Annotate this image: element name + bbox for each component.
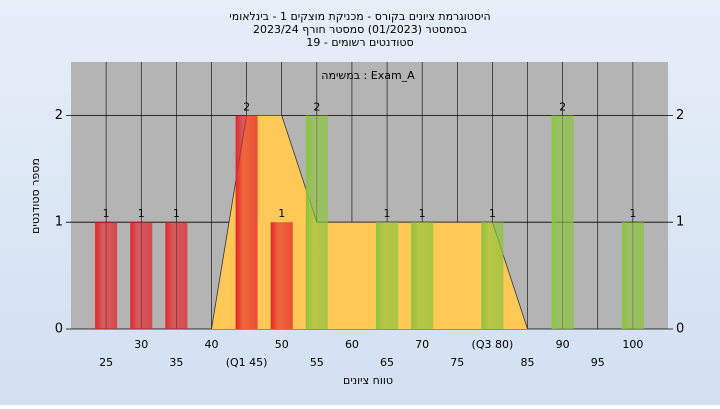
bar bbox=[621, 222, 644, 329]
x-tick-label: (Q3 80) bbox=[472, 338, 514, 351]
bar bbox=[130, 222, 153, 329]
y-tick-label: 0 bbox=[55, 322, 63, 337]
x-tick-label: 25 bbox=[99, 356, 113, 369]
value-label: 2 bbox=[243, 100, 250, 113]
bar bbox=[411, 222, 434, 329]
bar bbox=[376, 222, 399, 329]
bar bbox=[305, 115, 328, 330]
x-tick-label: 60 bbox=[345, 338, 359, 351]
y-tick-label: 1 bbox=[55, 215, 63, 230]
bar bbox=[165, 222, 188, 329]
bar bbox=[481, 222, 504, 329]
chart-title: בסמסטר (01/2023) סמסטר חורף 2023/24 bbox=[253, 23, 467, 36]
bar bbox=[270, 222, 293, 329]
bar bbox=[95, 222, 118, 329]
value-label: 2 bbox=[313, 100, 320, 113]
value-label: 1 bbox=[278, 207, 285, 220]
value-label: 1 bbox=[384, 207, 391, 220]
value-label: 1 bbox=[138, 207, 145, 220]
value-label: 1 bbox=[489, 207, 496, 220]
x-tick-label: 100 bbox=[622, 338, 643, 351]
y2-tick-label: 1 bbox=[676, 215, 684, 230]
y2-tick-label: 0 bbox=[676, 322, 684, 337]
x-tick-label: 40 bbox=[204, 338, 218, 351]
x-tick-label: 70 bbox=[415, 338, 429, 351]
y-tick-label: 2 bbox=[55, 108, 63, 123]
x-tick-label: 90 bbox=[556, 338, 570, 351]
value-label: 1 bbox=[173, 207, 180, 220]
value-label: 1 bbox=[419, 207, 426, 220]
x-tick-label: 95 bbox=[591, 356, 605, 369]
x-tick-label: 85 bbox=[521, 356, 535, 369]
subtitle: במשימה : Exam_A bbox=[321, 69, 415, 82]
y2-tick-label: 2 bbox=[676, 108, 684, 123]
x-tick-label: 65 bbox=[380, 356, 394, 369]
value-label: 2 bbox=[559, 100, 566, 113]
x-tick-label: 30 bbox=[134, 338, 148, 351]
chart-title: סטודנטים רשומים - 19 bbox=[306, 36, 413, 49]
area-outline bbox=[211, 115, 528, 330]
x-tick-label: 55 bbox=[310, 356, 324, 369]
value-label: 1 bbox=[103, 207, 110, 220]
value-label: 1 bbox=[629, 207, 636, 220]
x-axis-label: טווח ציונים bbox=[343, 374, 393, 387]
bar bbox=[551, 115, 574, 330]
x-tick-label: 35 bbox=[169, 356, 183, 369]
x-tick-label: 50 bbox=[275, 338, 289, 351]
bar bbox=[235, 115, 258, 330]
x-tick-label: 75 bbox=[450, 356, 464, 369]
x-tick-label: (Q1 45) bbox=[226, 356, 268, 369]
y-axis-label: מספר סטודנטים bbox=[29, 158, 42, 234]
chart-title: היסטוגרמת ציונים בקורס - מכניקת מוצקים 1… bbox=[229, 10, 490, 23]
